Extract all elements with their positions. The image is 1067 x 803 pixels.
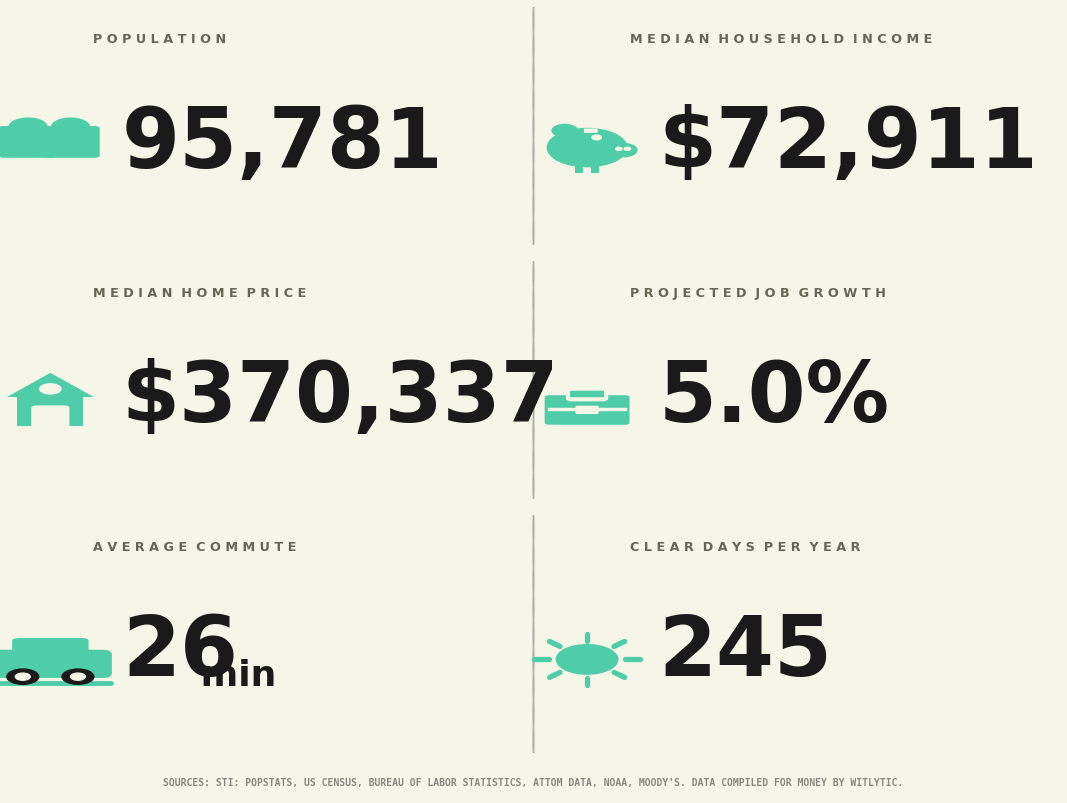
Text: A V E R A G E  C O M M U T E: A V E R A G E C O M M U T E bbox=[93, 540, 297, 553]
Bar bbox=[17, 397, 83, 426]
Text: 245: 245 bbox=[658, 612, 832, 692]
Circle shape bbox=[62, 669, 94, 684]
Text: $370,337: $370,337 bbox=[122, 358, 559, 438]
Text: SOURCES: STI: POPSTATS, US CENSUS, BUREAU OF LABOR STATISTICS, ATTOM DATA, NOAA,: SOURCES: STI: POPSTATS, US CENSUS, BUREA… bbox=[163, 777, 904, 787]
Circle shape bbox=[616, 148, 622, 151]
Circle shape bbox=[51, 119, 90, 137]
Circle shape bbox=[9, 119, 47, 137]
Text: 5.0%: 5.0% bbox=[658, 358, 890, 438]
Text: M E D I A N  H O M E  P R I C E: M E D I A N H O M E P R I C E bbox=[93, 287, 306, 300]
Text: C L E A R  D A Y S  P E R  Y E A R: C L E A R D A Y S P E R Y E A R bbox=[630, 540, 860, 553]
FancyBboxPatch shape bbox=[584, 129, 598, 133]
FancyBboxPatch shape bbox=[0, 650, 112, 678]
Text: 95,781: 95,781 bbox=[122, 104, 444, 185]
FancyBboxPatch shape bbox=[0, 127, 55, 158]
Circle shape bbox=[556, 645, 618, 675]
Text: P R O J E C T E D  J O B  G R O W T H: P R O J E C T E D J O B G R O W T H bbox=[630, 287, 886, 300]
FancyBboxPatch shape bbox=[544, 396, 630, 425]
Text: $72,911: $72,911 bbox=[658, 104, 1038, 185]
Text: 26: 26 bbox=[122, 612, 238, 692]
FancyBboxPatch shape bbox=[12, 638, 89, 659]
FancyBboxPatch shape bbox=[31, 406, 69, 430]
Text: P O P U L A T I O N: P O P U L A T I O N bbox=[93, 33, 226, 46]
Circle shape bbox=[592, 136, 602, 141]
Circle shape bbox=[39, 385, 61, 394]
Circle shape bbox=[552, 125, 577, 137]
FancyBboxPatch shape bbox=[43, 127, 99, 158]
Circle shape bbox=[70, 673, 85, 680]
FancyBboxPatch shape bbox=[568, 389, 606, 400]
Circle shape bbox=[547, 129, 626, 168]
Text: M E D I A N  H O U S E H O L D  I N C O M E: M E D I A N H O U S E H O L D I N C O M … bbox=[630, 33, 931, 46]
Bar bbox=[591, 164, 599, 173]
FancyBboxPatch shape bbox=[575, 406, 599, 414]
Circle shape bbox=[624, 148, 631, 151]
Bar bbox=[575, 164, 583, 173]
Polygon shape bbox=[6, 373, 94, 397]
Circle shape bbox=[15, 673, 30, 680]
Circle shape bbox=[6, 669, 38, 684]
Text: min: min bbox=[188, 658, 276, 691]
Circle shape bbox=[609, 145, 637, 157]
